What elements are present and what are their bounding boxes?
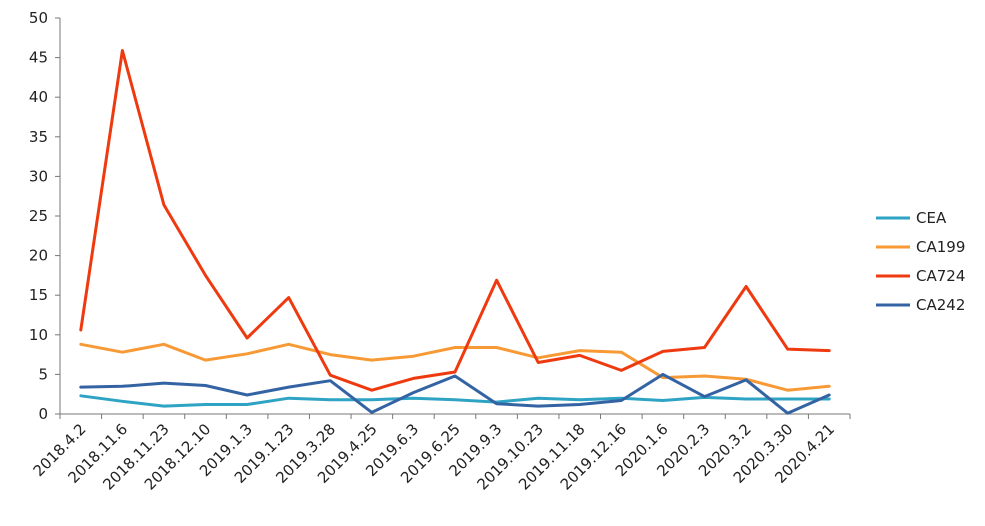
y-tick-label: 45 [29,49,48,67]
y-axis: 0 5 10 15 20 25 30 35 40 45 50 [29,9,61,423]
legend-label-cea: CEA [916,209,947,227]
series-line-ca724 [79,49,831,392]
y-tick-label: 35 [29,128,48,146]
y-tick-label: 10 [29,326,48,344]
y-tick-label: 5 [38,365,48,383]
y-tick-label: 40 [29,88,48,106]
y-tick-label: 30 [29,167,48,185]
series-layer [79,49,831,415]
legend-label-ca242: CA242 [916,296,965,314]
x-axis: 2018.4.22018.11.62018.11.232018.12.10201… [30,413,851,494]
legend-label-ca199: CA199 [916,238,965,256]
series-line-ca242 [79,372,831,415]
y-tick-label: 15 [29,286,48,304]
y-tick-label: 0 [38,405,48,423]
series-line-ca199 [79,342,831,392]
series-line-cea [79,394,831,408]
y-tick-label: 50 [29,9,48,27]
legend-label-ca724: CA724 [916,267,965,285]
y-tick-label: 25 [29,207,48,225]
y-tick-label: 20 [29,247,48,265]
legend: CEA CA199 CA724 CA242 [876,209,965,314]
